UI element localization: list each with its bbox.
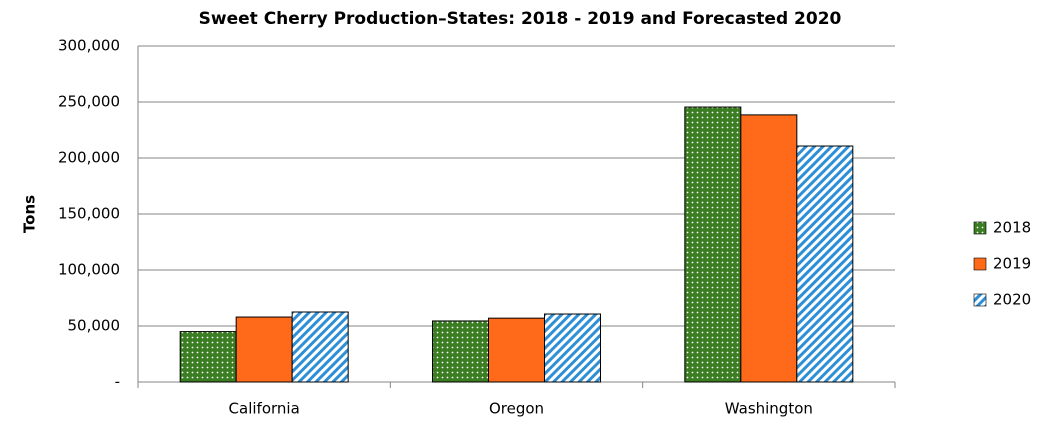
legend-swatch	[973, 293, 987, 307]
y-tick-label: -	[115, 373, 120, 391]
legend-label: 2018	[993, 219, 1031, 237]
y-tick-label: 250,000	[58, 93, 120, 111]
legend-swatch	[973, 221, 987, 235]
legend-label: 2019	[993, 255, 1031, 273]
x-tick-label: Oregon	[489, 400, 544, 418]
bar	[684, 106, 742, 383]
bar	[740, 114, 798, 383]
y-axis-label: Tons	[21, 195, 39, 233]
bar	[291, 311, 349, 383]
y-tick-label: 100,000	[58, 261, 120, 279]
bar	[796, 145, 854, 383]
bar	[235, 316, 293, 383]
legend-label: 2020	[993, 291, 1031, 309]
bar	[432, 320, 489, 383]
legend-swatch	[973, 257, 987, 271]
bar	[544, 313, 601, 383]
y-tick-label: 50,000	[68, 317, 121, 335]
chart-title: Sweet Cherry Production–States: 2018 - 2…	[199, 9, 842, 29]
y-tick-label: 200,000	[58, 149, 120, 167]
bar	[179, 331, 237, 383]
x-tick-label: Washington	[725, 400, 813, 418]
x-tick-label: California	[229, 400, 300, 418]
y-tick-label: 150,000	[58, 205, 120, 223]
bar	[488, 317, 545, 383]
y-tick-label: 300,000	[58, 37, 120, 55]
